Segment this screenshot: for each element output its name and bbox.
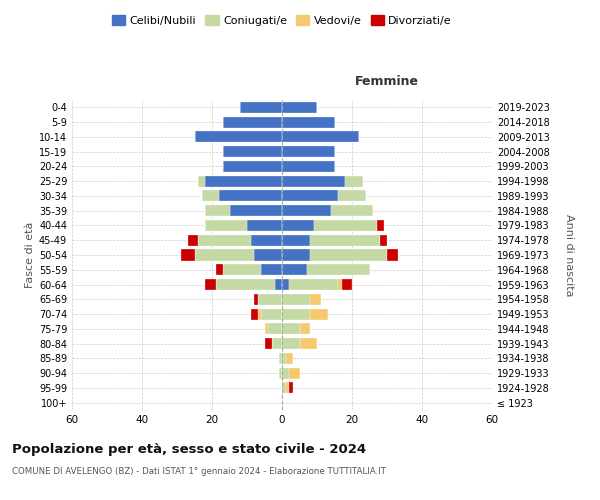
Bar xyxy=(282,205,331,216)
Bar xyxy=(205,279,215,290)
Bar xyxy=(377,220,383,231)
Bar xyxy=(229,205,282,216)
Bar xyxy=(310,250,387,260)
Bar xyxy=(261,264,282,276)
Bar xyxy=(289,368,299,378)
Bar xyxy=(205,205,229,216)
Bar xyxy=(223,264,261,276)
Bar xyxy=(289,279,338,290)
Bar xyxy=(254,294,257,305)
Bar xyxy=(215,279,275,290)
Bar xyxy=(205,220,247,231)
Bar xyxy=(265,324,268,334)
Legend: Celibi/Nubili, Coniugati/e, Vedovi/e, Divorziati/e: Celibi/Nubili, Coniugati/e, Vedovi/e, Di… xyxy=(107,10,457,30)
Bar xyxy=(338,279,341,290)
Bar xyxy=(310,234,380,246)
Bar xyxy=(251,234,282,246)
Bar xyxy=(278,353,282,364)
Bar xyxy=(257,294,282,305)
Bar xyxy=(265,338,271,349)
Bar xyxy=(387,250,398,260)
Bar xyxy=(286,382,289,394)
Bar xyxy=(278,368,282,378)
Bar xyxy=(282,353,286,364)
Bar xyxy=(282,382,286,394)
Bar xyxy=(271,338,282,349)
Bar xyxy=(247,220,282,231)
Bar xyxy=(282,146,335,157)
Bar xyxy=(194,132,282,142)
Bar xyxy=(314,220,377,231)
Bar xyxy=(223,146,282,157)
Bar xyxy=(254,250,282,260)
Bar xyxy=(257,308,261,320)
Bar xyxy=(282,190,338,202)
Bar xyxy=(240,102,282,113)
Bar xyxy=(223,116,282,128)
Y-axis label: Fasce di età: Fasce di età xyxy=(25,222,35,288)
Bar xyxy=(198,234,251,246)
Bar xyxy=(187,234,198,246)
Bar xyxy=(205,176,282,186)
Bar xyxy=(299,324,310,334)
Bar xyxy=(251,308,257,320)
Bar xyxy=(380,234,387,246)
Bar xyxy=(282,308,310,320)
Bar xyxy=(282,102,317,113)
Bar xyxy=(299,338,317,349)
Bar xyxy=(282,294,310,305)
Bar xyxy=(223,161,282,172)
Text: COMUNE DI AVELENGO (BZ) - Dati ISTAT 1° gennaio 2024 - Elaborazione TUTTITALIA.I: COMUNE DI AVELENGO (BZ) - Dati ISTAT 1° … xyxy=(12,468,386,476)
Text: Femmine: Femmine xyxy=(355,74,419,88)
Bar xyxy=(282,176,345,186)
Bar xyxy=(282,264,307,276)
Bar xyxy=(282,234,310,246)
Bar xyxy=(194,250,254,260)
Bar xyxy=(282,132,359,142)
Bar xyxy=(282,279,289,290)
Bar xyxy=(275,279,282,290)
Bar xyxy=(198,176,205,186)
Bar xyxy=(282,324,299,334)
Bar xyxy=(261,308,282,320)
Bar xyxy=(215,264,223,276)
Bar xyxy=(331,205,373,216)
Bar xyxy=(282,338,299,349)
Bar xyxy=(289,382,293,394)
Bar xyxy=(345,176,362,186)
Bar xyxy=(282,368,289,378)
Text: Popolazione per età, sesso e stato civile - 2024: Popolazione per età, sesso e stato civil… xyxy=(12,442,366,456)
Bar xyxy=(268,324,282,334)
Bar xyxy=(341,279,352,290)
Bar xyxy=(181,250,194,260)
Y-axis label: Anni di nascita: Anni di nascita xyxy=(563,214,574,296)
Bar xyxy=(282,116,335,128)
Bar xyxy=(282,220,314,231)
Bar xyxy=(286,353,293,364)
Bar xyxy=(338,190,366,202)
Bar xyxy=(310,308,328,320)
Bar xyxy=(282,161,335,172)
Bar xyxy=(307,264,370,276)
Bar xyxy=(310,294,320,305)
Bar xyxy=(202,190,219,202)
Bar xyxy=(282,250,310,260)
Bar xyxy=(219,190,282,202)
